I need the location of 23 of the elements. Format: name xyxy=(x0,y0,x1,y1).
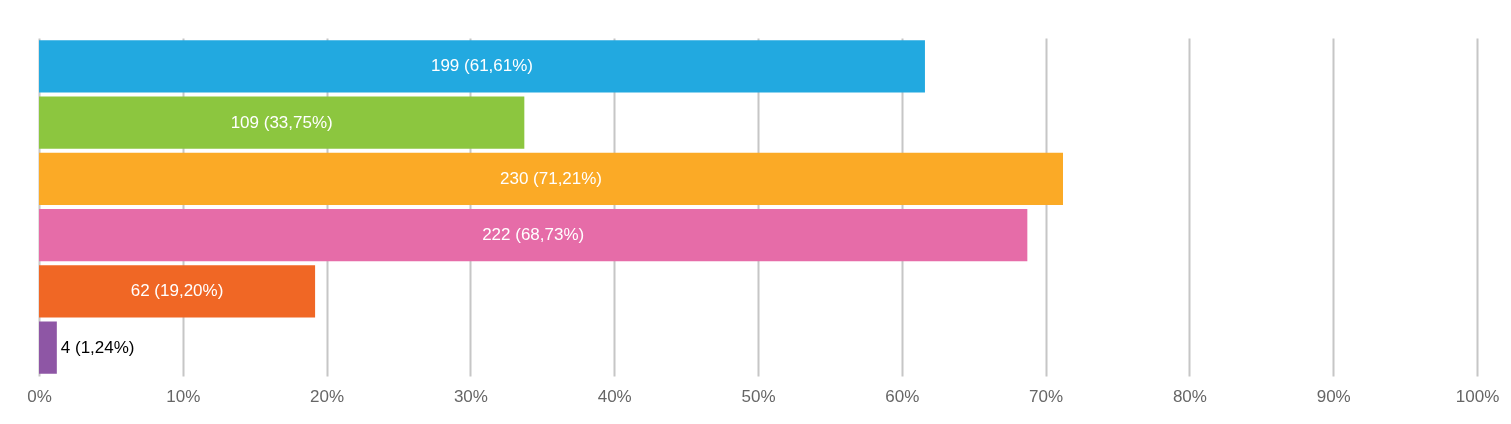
x-tick-label: 30% xyxy=(453,386,488,406)
bar xyxy=(39,152,1063,206)
data-label: 199 (61,61%) xyxy=(430,56,534,76)
x-tick-label: 0% xyxy=(27,386,52,406)
bar xyxy=(39,208,1028,262)
x-tick-label: 10% xyxy=(166,386,201,406)
x-tick-label: 50% xyxy=(741,386,776,406)
x-tick-label: 70% xyxy=(1029,386,1064,406)
data-label: 62 (19,20%) xyxy=(130,281,224,301)
x-tick-label: 90% xyxy=(1316,386,1351,406)
x-tick-label: 60% xyxy=(885,386,920,406)
data-label: 230 (71,21%) xyxy=(499,168,603,188)
x-tick-label: 80% xyxy=(1172,386,1207,406)
bar xyxy=(39,321,57,374)
x-tick-label: 100% xyxy=(1455,386,1500,406)
data-label: 222 (68,73%) xyxy=(482,225,585,245)
x-tick-label: 20% xyxy=(310,386,345,406)
bar xyxy=(39,40,925,93)
bar xyxy=(39,265,316,318)
x-tick-label: 40% xyxy=(597,386,632,406)
data-label: 109 (33,75%) xyxy=(230,112,333,132)
bar xyxy=(39,96,525,149)
data-label: 4 (1,24%) xyxy=(60,337,135,357)
